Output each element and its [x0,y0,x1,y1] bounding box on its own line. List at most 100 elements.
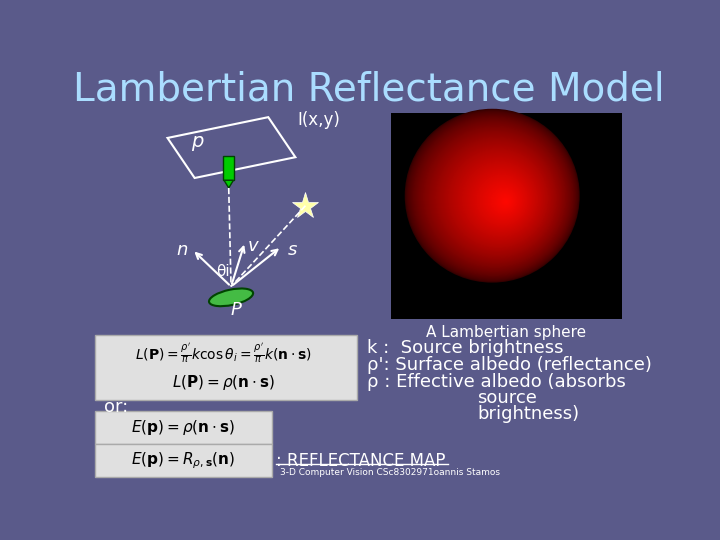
Circle shape [438,140,555,255]
Circle shape [432,133,560,261]
Circle shape [482,180,523,221]
Circle shape [446,146,550,250]
Circle shape [428,130,563,264]
Circle shape [492,189,516,213]
Circle shape [438,139,556,256]
Ellipse shape [209,288,253,306]
Circle shape [410,113,576,279]
Text: $E(\mathbf{p}) = \rho(\mathbf{n} \cdot \mathbf{s})$: $E(\mathbf{p}) = \rho(\mathbf{n} \cdot \… [131,418,235,437]
Circle shape [503,198,509,205]
Circle shape [479,177,526,224]
Circle shape [453,153,545,244]
Text: n: n [176,241,188,259]
Circle shape [488,185,519,216]
Circle shape [466,165,535,234]
Circle shape [425,127,565,267]
Circle shape [459,158,541,239]
Text: : REFLECTANCE MAP: : REFLECTANCE MAP [276,451,446,470]
Bar [391,112,621,319]
Circle shape [493,190,516,212]
Circle shape [473,171,530,228]
Text: ρ : Effective albedo (absorbs: ρ : Effective albedo (absorbs [367,373,626,391]
Text: ρ': Surface albedo (reflectance): ρ': Surface albedo (reflectance) [367,356,652,374]
Text: Lambertian Reflectance Model: Lambertian Reflectance Model [73,70,665,109]
Circle shape [449,149,548,247]
Circle shape [420,123,568,270]
Circle shape [498,194,513,209]
Circle shape [470,168,532,231]
FancyBboxPatch shape [94,411,272,444]
Circle shape [431,133,561,262]
Circle shape [477,175,527,225]
Circle shape [411,115,575,277]
Circle shape [428,131,562,264]
Circle shape [494,191,515,211]
Circle shape [499,195,511,207]
Circle shape [456,156,543,242]
Circle shape [415,119,572,274]
Circle shape [478,176,526,224]
Circle shape [490,187,518,214]
Circle shape [435,136,558,259]
Circle shape [480,178,525,222]
Circle shape [500,197,510,207]
Circle shape [408,111,577,280]
Circle shape [468,167,534,232]
Circle shape [475,173,528,227]
Circle shape [454,154,544,244]
Circle shape [451,151,546,246]
Circle shape [445,146,551,251]
Circle shape [452,152,546,245]
Circle shape [436,137,557,258]
Circle shape [501,197,510,206]
Circle shape [437,138,557,257]
Circle shape [416,120,571,273]
Text: k :  Source brightness: k : Source brightness [367,339,564,357]
Circle shape [460,159,540,239]
Circle shape [481,179,524,222]
Circle shape [463,162,537,236]
Text: $E(\mathbf{p}) = R_{\rho,\mathbf{s}}(\mathbf{n})$: $E(\mathbf{p}) = R_{\rho,\mathbf{s}}(\ma… [131,450,235,471]
Circle shape [443,144,552,252]
Circle shape [426,128,564,266]
Circle shape [484,181,522,219]
Circle shape [483,181,523,220]
Text: I(x,y): I(x,y) [297,111,341,129]
Circle shape [442,143,553,253]
Circle shape [408,112,577,280]
Circle shape [461,160,539,238]
Circle shape [471,170,531,230]
Circle shape [496,193,513,210]
Circle shape [422,124,567,269]
Text: θi: θi [217,264,230,279]
Text: brightness): brightness) [477,406,580,423]
Circle shape [458,158,541,240]
Polygon shape [224,180,233,188]
FancyBboxPatch shape [94,335,357,400]
Circle shape [406,110,578,281]
Circle shape [504,200,508,204]
Text: $L(\mathbf{P}) = \frac{\rho^{\prime}}{\pi} k \cos\theta_i = \frac{\rho^{\prime}}: $L(\mathbf{P}) = \frac{\rho^{\prime}}{\p… [135,342,312,366]
Circle shape [418,122,570,272]
Circle shape [474,172,529,227]
Circle shape [430,132,562,262]
Circle shape [440,141,554,255]
Circle shape [415,118,572,275]
Circle shape [489,186,518,215]
Text: or:: or: [104,397,128,416]
Circle shape [505,201,507,202]
Circle shape [455,155,544,242]
Circle shape [418,120,570,272]
Circle shape [485,183,521,219]
Text: 3-D Computer Vision CSc8302971oannis Stamos: 3-D Computer Vision CSc8302971oannis Sta… [280,468,500,477]
FancyBboxPatch shape [223,156,234,180]
Circle shape [498,194,512,208]
Circle shape [405,110,579,282]
Text: $L(\mathbf{P}) = \rho(\mathbf{n} \cdot \mathbf{s})$: $L(\mathbf{P}) = \rho(\mathbf{n} \cdot \… [171,373,275,392]
Circle shape [465,164,536,235]
Text: A Lambertian sphere: A Lambertian sphere [426,325,586,340]
Text: s: s [287,241,297,259]
Text: p: p [191,132,203,151]
Circle shape [450,150,547,247]
Circle shape [444,145,552,252]
